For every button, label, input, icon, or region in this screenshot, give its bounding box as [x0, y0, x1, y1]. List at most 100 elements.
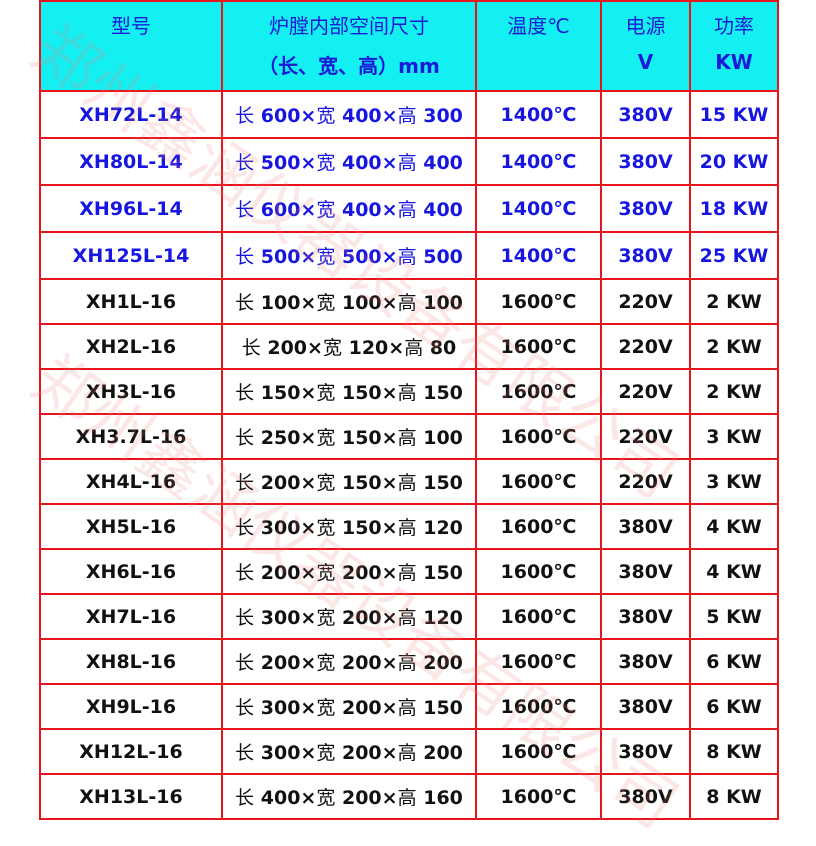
temp-cell: 1400℃	[475, 184, 602, 233]
table-row: XH6L-16 长 200×宽 200×高 150 1600℃ 380V 4 KW	[39, 548, 779, 595]
table-row: XH5L-16 长 300×宽 150×高 120 1600℃ 380V 4 KW	[39, 503, 779, 550]
temp-cell: 1600℃	[475, 458, 602, 505]
size-cell: 长 150×宽 150×高 150	[221, 368, 477, 415]
table-row: XH7L-16 长 300×宽 200×高 120 1600℃ 380V 5 KW	[39, 593, 779, 640]
voltage-cell: 380V	[600, 548, 691, 595]
size-cell: 长 200×宽 200×高 200	[221, 638, 477, 685]
power-cell: 8 KW	[689, 728, 779, 775]
table-row: XH13L-16 长 400×宽 200×高 160 1600℃ 380V 8 KW	[39, 773, 779, 820]
model-cell: XH80L-14	[39, 137, 223, 186]
header-temp: 温度℃	[475, 0, 602, 92]
model-cell: XH9L-16	[39, 683, 223, 730]
model-cell: XH125L-14	[39, 231, 223, 280]
header-power: 功率 KW	[689, 0, 779, 92]
voltage-cell: 220V	[600, 368, 691, 415]
header-size: 炉膛内部空间尺寸 （长、宽、高）mm	[221, 0, 477, 92]
table-row: XH4L-16 长 200×宽 150×高 150 1600℃ 220V 3 KW	[39, 458, 779, 505]
temp-cell: 1600℃	[475, 593, 602, 640]
temp-cell: 1400℃	[475, 90, 602, 139]
temp-cell: 1600℃	[475, 323, 602, 370]
power-cell: 4 KW	[689, 548, 779, 595]
furnace-spec-table: 型号 炉膛内部空间尺寸 （长、宽、高）mm 温度℃ 电源 V 功率 KW XH72L-…	[39, 0, 779, 820]
table-row: XH72L-14 长 600×宽 400×高 300 1400℃ 380V 15 KW	[39, 90, 779, 139]
temp-cell: 1600℃	[475, 413, 602, 460]
power-cell: 2 KW	[689, 278, 779, 325]
header-voltage: 电源 V	[600, 0, 691, 92]
voltage-cell: 380V	[600, 593, 691, 640]
model-cell: XH4L-16	[39, 458, 223, 505]
table-row: XH3.7L-16 长 250×宽 150×高 100 1600℃ 220V 3 KW	[39, 413, 779, 460]
power-cell: 3 KW	[689, 458, 779, 505]
temp-cell: 1600℃	[475, 773, 602, 820]
model-cell: XH1L-16	[39, 278, 223, 325]
model-cell: XH13L-16	[39, 773, 223, 820]
temp-cell: 1600℃	[475, 548, 602, 595]
voltage-cell: 380V	[600, 728, 691, 775]
power-cell: 18 KW	[689, 184, 779, 233]
size-cell: 长 400×宽 200×高 160	[221, 773, 477, 820]
size-cell: 长 300×宽 150×高 120	[221, 503, 477, 550]
voltage-cell: 380V	[600, 773, 691, 820]
model-cell: XH12L-16	[39, 728, 223, 775]
table-row: XH2L-16 长 200×宽 120×高 80 1600℃ 220V 2 KW	[39, 323, 779, 370]
power-cell: 25 KW	[689, 231, 779, 280]
temp-cell: 1600℃	[475, 683, 602, 730]
table-row: XH9L-16 长 300×宽 200×高 150 1600℃ 380V 6 KW	[39, 683, 779, 730]
temp-cell: 1600℃	[475, 638, 602, 685]
size-cell: 长 600×宽 400×高 300	[221, 90, 477, 139]
voltage-cell: 380V	[600, 683, 691, 730]
size-cell: 长 200×宽 200×高 150	[221, 548, 477, 595]
voltage-cell: 220V	[600, 278, 691, 325]
size-cell: 长 100×宽 100×高 100	[221, 278, 477, 325]
table-row: XH1L-16 长 100×宽 100×高 100 1600℃ 220V 2 KW	[39, 278, 779, 325]
voltage-cell: 380V	[600, 503, 691, 550]
temp-cell: 1600℃	[475, 278, 602, 325]
power-cell: 2 KW	[689, 323, 779, 370]
table-row: XH125L-14 长 500×宽 500×高 500 1400℃ 380V 25 KW	[39, 231, 779, 280]
model-cell: XH96L-14	[39, 184, 223, 233]
table-row: XH3L-16 长 150×宽 150×高 150 1600℃ 220V 2 KW	[39, 368, 779, 415]
power-cell: 5 KW	[689, 593, 779, 640]
voltage-cell: 380V	[600, 137, 691, 186]
size-cell: 长 250×宽 150×高 100	[221, 413, 477, 460]
size-cell: 长 500×宽 400×高 400	[221, 137, 477, 186]
table-row: XH8L-16 长 200×宽 200×高 200 1600℃ 380V 6 KW	[39, 638, 779, 685]
power-cell: 2 KW	[689, 368, 779, 415]
power-cell: 20 KW	[689, 137, 779, 186]
temp-cell: 1600℃	[475, 368, 602, 415]
model-cell: XH6L-16	[39, 548, 223, 595]
model-cell: XH7L-16	[39, 593, 223, 640]
power-cell: 3 KW	[689, 413, 779, 460]
size-cell: 长 600×宽 400×高 400	[221, 184, 477, 233]
size-cell: 长 200×宽 120×高 80	[221, 323, 477, 370]
temp-cell: 1400℃	[475, 137, 602, 186]
table-row: XH96L-14 长 600×宽 400×高 400 1400℃ 380V 18 KW	[39, 184, 779, 233]
header-model: 型号	[39, 0, 223, 92]
power-cell: 6 KW	[689, 683, 779, 730]
size-cell: 长 200×宽 150×高 150	[221, 458, 477, 505]
power-cell: 8 KW	[689, 773, 779, 820]
table-row: XH80L-14 长 500×宽 400×高 400 1400℃ 380V 20 KW	[39, 137, 779, 186]
header-row: 型号 炉膛内部空间尺寸 （长、宽、高）mm 温度℃ 电源 V 功率 KW	[39, 0, 779, 92]
model-cell: XH3.7L-16	[39, 413, 223, 460]
voltage-cell: 380V	[600, 90, 691, 139]
voltage-cell: 220V	[600, 458, 691, 505]
voltage-cell: 380V	[600, 231, 691, 280]
power-cell: 15 KW	[689, 90, 779, 139]
size-cell: 长 300×宽 200×高 150	[221, 683, 477, 730]
power-cell: 6 KW	[689, 638, 779, 685]
model-cell: XH2L-16	[39, 323, 223, 370]
power-cell: 4 KW	[689, 503, 779, 550]
voltage-cell: 380V	[600, 638, 691, 685]
voltage-cell: 220V	[600, 323, 691, 370]
voltage-cell: 380V	[600, 184, 691, 233]
size-cell: 长 300×宽 200×高 120	[221, 593, 477, 640]
model-cell: XH8L-16	[39, 638, 223, 685]
temp-cell: 1400℃	[475, 231, 602, 280]
temp-cell: 1600℃	[475, 503, 602, 550]
size-cell: 长 300×宽 200×高 200	[221, 728, 477, 775]
model-cell: XH5L-16	[39, 503, 223, 550]
temp-cell: 1600℃	[475, 728, 602, 775]
model-cell: XH3L-16	[39, 368, 223, 415]
voltage-cell: 220V	[600, 413, 691, 460]
